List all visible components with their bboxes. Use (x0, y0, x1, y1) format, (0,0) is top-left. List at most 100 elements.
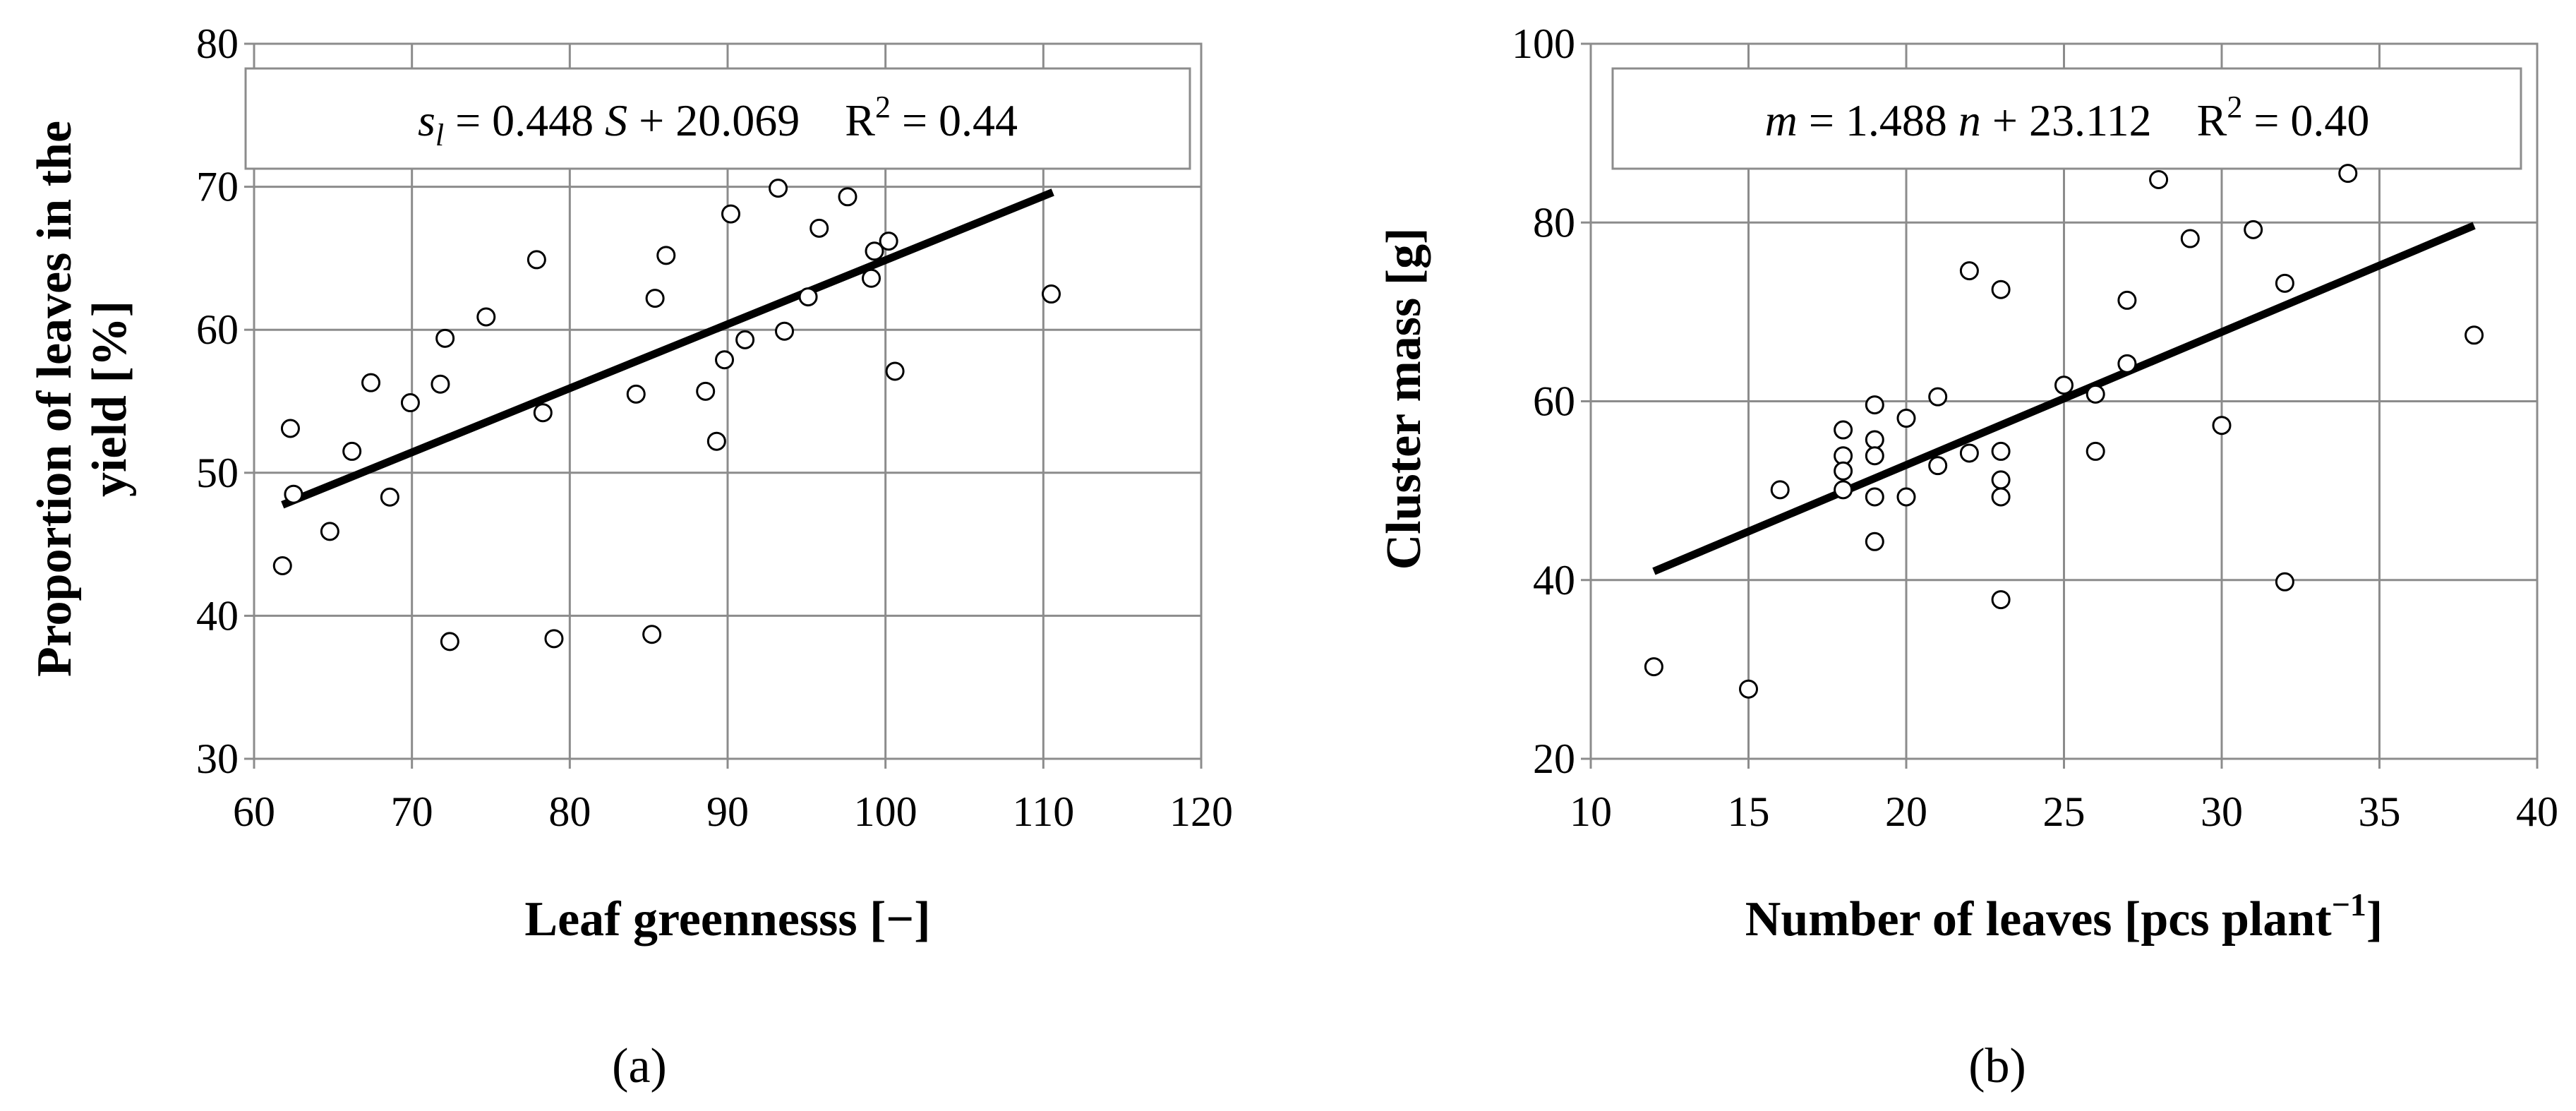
x-axis-label-sup: −1 (2332, 887, 2366, 923)
x-tick-label: 20 (1885, 788, 1927, 835)
r2-label: R (845, 95, 875, 145)
y-tick-label: 20 (1533, 735, 1575, 782)
data-point (435, 328, 455, 348)
r2-value: = 0.44 (891, 95, 1018, 145)
data-point (1928, 387, 1948, 407)
y-tick-label: 70 (196, 164, 239, 210)
x-axis-label: Leaf greennesss [−] (524, 892, 930, 947)
regression-line (1652, 222, 2476, 575)
data-point (440, 632, 459, 651)
data-point (1042, 284, 1061, 304)
r2-sup: 2 (875, 90, 891, 124)
equation-var: n (1958, 95, 1981, 145)
chart-panel-b: 10 15 20 25 30 35 40 20 40 60 80 100 m = 1.488 n + 2… (1377, 20, 2558, 1093)
data-point (1896, 487, 1916, 507)
y-tick-label: 60 (196, 306, 239, 353)
data-point (1644, 657, 1663, 677)
chart-panel-a: 60 70 80 90 100 110 120 30 40 50 60 70 80 sl = 0.448 … (28, 20, 1233, 1093)
data-point (533, 403, 553, 423)
x-tick-label: 80 (548, 788, 591, 835)
y-tick-label: 80 (1533, 199, 1575, 246)
data-point (885, 361, 905, 381)
y-tick-label: 80 (196, 20, 239, 67)
equation-lhs-var: m (1765, 95, 1798, 145)
x-tick-label: 120 (1169, 788, 1233, 835)
regression-line (281, 188, 1054, 509)
data-point (2117, 354, 2137, 373)
y-tick-label: 100 (1512, 20, 1575, 67)
x-tick-label: 35 (2359, 788, 2401, 835)
data-point (838, 187, 857, 207)
x-tick-label: 110 (1012, 788, 1074, 835)
x-tick-label: 90 (706, 788, 749, 835)
equation-intercept: + 23.112 (1981, 95, 2197, 145)
data-point (1991, 470, 2011, 490)
data-point (526, 250, 546, 270)
data-point (2244, 220, 2263, 239)
x-tick-label: 40 (2516, 788, 2558, 835)
data-point (2054, 376, 2074, 395)
data-point (1928, 456, 1948, 476)
data-point (1770, 480, 1790, 500)
data-point (735, 330, 755, 349)
r2-value: = 0.40 (2242, 95, 2369, 145)
data-point (544, 629, 564, 649)
data-point (626, 384, 646, 404)
data-point (1991, 487, 2011, 507)
data-point (1865, 446, 1884, 466)
equation-intercept: + 20.069 (627, 95, 845, 145)
data-point (1834, 420, 1853, 440)
data-point (2464, 325, 2484, 345)
y-axis-label: yield [%] (83, 301, 137, 497)
regression-equation: sl = 0.448 S + 20.069 R2 = 0.44 (418, 90, 1018, 152)
data-point (769, 179, 788, 198)
data-point (1739, 679, 1758, 699)
data-point (1896, 409, 1916, 428)
y-tick-label: 30 (196, 735, 239, 782)
data-point (1991, 280, 2011, 299)
y-tick-label: 40 (196, 592, 239, 639)
y-tick-label: 50 (196, 450, 239, 496)
data-point (2338, 164, 2358, 184)
equation-box (1611, 67, 2522, 170)
data-point (2117, 290, 2137, 310)
data-point (2275, 572, 2294, 591)
data-point (715, 350, 735, 370)
equation-box (244, 67, 1191, 170)
y-axis-label: Cluster mass [g] (1377, 228, 1431, 570)
data-point (1834, 461, 1853, 481)
r2-sup: 2 (2227, 90, 2242, 124)
r2-label: R (2197, 95, 2227, 145)
x-axis-label-text: Leaf greennesss [−] (524, 892, 930, 947)
data-point (656, 246, 676, 265)
equation-var: S (605, 95, 627, 145)
equation-slope: = 1.488 (1798, 95, 1958, 145)
regression-equation: m = 1.488 n + 23.112 R2 = 0.40 (1765, 90, 2370, 145)
data-point (1959, 261, 1979, 281)
data-point (2086, 384, 2105, 404)
equation-lhs-var: s (418, 95, 435, 145)
data-point (645, 289, 665, 308)
data-point (798, 287, 818, 307)
panel-label: (b) (1968, 1039, 2026, 1093)
panel-label: (a) (612, 1039, 667, 1093)
data-point (1865, 532, 1884, 551)
data-point (721, 204, 740, 224)
data-point (862, 268, 881, 288)
equation-slope: = 0.448 (444, 95, 605, 145)
data-point (431, 374, 450, 394)
data-point (2275, 273, 2294, 293)
data-point (2180, 229, 2200, 248)
y-tick-label: 60 (1533, 378, 1575, 425)
x-axis-label: Number of leaves [pcs plant−1] (1745, 887, 2383, 947)
data-point (361, 373, 381, 392)
y-tick-label: 40 (1533, 557, 1575, 603)
data-point (380, 487, 399, 507)
data-point (1991, 441, 2011, 461)
data-point (1865, 487, 1884, 507)
data-point (1865, 430, 1884, 450)
data-point (775, 321, 795, 341)
data-point (1865, 395, 1884, 415)
data-point (476, 307, 496, 327)
data-point (342, 441, 362, 461)
